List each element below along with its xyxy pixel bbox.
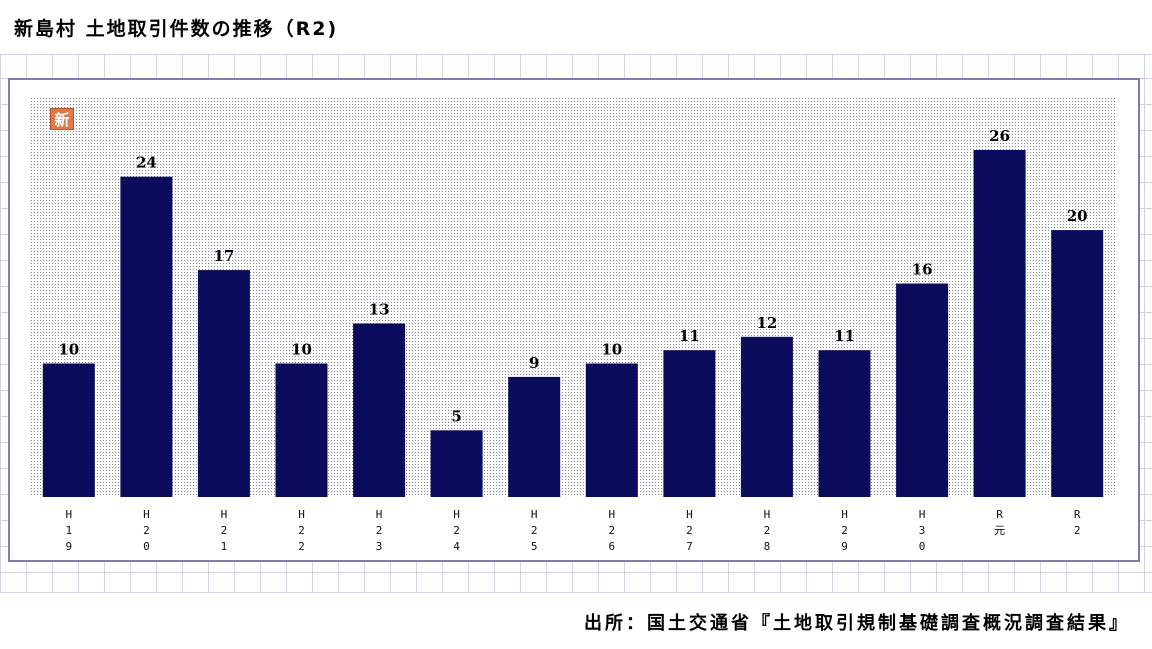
bar-H20 [120, 176, 173, 497]
bar-H19 [42, 363, 95, 497]
bar-H26 [585, 363, 638, 497]
value-label-H21: 17 [213, 247, 234, 265]
value-label-R2: 20 [1067, 207, 1088, 225]
value-label-H20: 24 [136, 154, 157, 172]
value-label-H25: 9 [529, 354, 539, 372]
new-badge: 新 [50, 108, 74, 130]
bar-R元 [973, 150, 1026, 497]
bar-H25 [508, 376, 561, 497]
source-band: 出所：国土交通省『土地取引規制基礎調査概況調査結果』 [0, 592, 1152, 649]
value-label-R元: 26 [989, 127, 1010, 145]
page-title: 新島村 土地取引件数の推移（R2) [14, 18, 339, 40]
bar-H30 [896, 283, 949, 497]
bar-R2 [1051, 230, 1104, 497]
bar-H22 [275, 363, 328, 497]
bars [42, 150, 1104, 497]
value-label-H29: 11 [834, 327, 855, 345]
bar-H28 [740, 336, 793, 497]
bar-H21 [197, 270, 250, 497]
value-label-H24: 5 [451, 407, 461, 425]
title-band: 新島村 土地取引件数の推移（R2) [0, 0, 1152, 55]
value-labels: 10 24 17 10 13 5 9 10 11 12 11 16 26 20 [58, 127, 1087, 425]
plot-area [30, 97, 1116, 497]
value-label-H28: 12 [756, 314, 777, 332]
value-label-H19: 10 [58, 341, 79, 359]
bar-H27 [663, 350, 716, 497]
bar-H23 [353, 323, 406, 497]
value-label-H26: 10 [601, 341, 622, 359]
x-tick-labels: H 1 9 H 2 0 H 2 1 H 2 2 H 2 3 H 2 4 H 2 5 H 2 6 H 2 7 H 2 8 H 2 9 H 3 0 R 元 R 2 [65, 508, 1080, 553]
bar-H29 [818, 350, 871, 497]
bar-H24 [430, 430, 483, 497]
value-label-H23: 13 [369, 301, 390, 319]
value-label-H27: 11 [679, 327, 700, 345]
source-note: 出所：国土交通省『土地取引規制基礎調査概況調査結果』 [584, 613, 1130, 634]
value-label-H22: 10 [291, 341, 312, 359]
value-label-H30: 16 [912, 261, 933, 279]
